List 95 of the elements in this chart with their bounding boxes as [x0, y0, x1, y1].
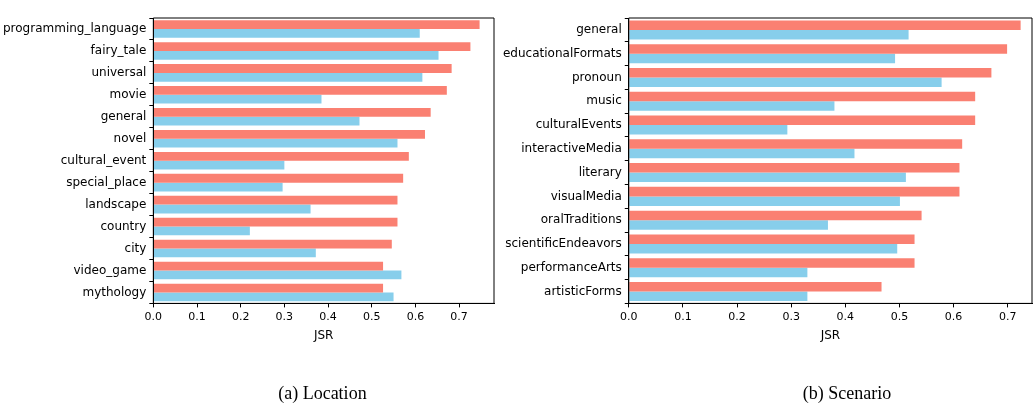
bar: [629, 125, 788, 135]
bar: [629, 29, 909, 40]
y-tick-label: universal: [91, 65, 147, 80]
bar: [153, 72, 423, 82]
bar: [153, 94, 322, 104]
y-tick-label: scientificEndeavors: [505, 236, 622, 251]
y-tick-label: city: [124, 240, 147, 255]
y-tick-label: cultural_event: [60, 152, 147, 167]
bar: [153, 50, 439, 60]
bar: [629, 282, 882, 292]
bar: [153, 138, 398, 148]
x-tick-label: 0.0: [620, 309, 638, 323]
y-tick-label: landscape: [85, 196, 147, 211]
bar: [153, 270, 402, 280]
y-tick-label: visualMedia: [550, 188, 622, 203]
text: (a) Location: [277, 383, 368, 404]
y-tick-label: music: [586, 93, 622, 108]
bar: [153, 28, 420, 38]
y-tick-label: oralTraditions: [540, 212, 622, 227]
bar: [153, 204, 311, 214]
bar: [153, 239, 392, 249]
bar: [629, 115, 976, 126]
bar: [629, 210, 922, 221]
y-tick-label: pronoun: [571, 69, 622, 84]
y-tick-label: novel: [113, 130, 147, 145]
x-tick-label: 0.1: [188, 309, 206, 323]
x-tick-label: 0.2: [231, 309, 250, 323]
x-tick-label: 0.4: [836, 309, 855, 323]
bar: [153, 42, 471, 51]
bar: [629, 186, 960, 197]
bar: [153, 116, 360, 126]
y-tick-label: country: [100, 218, 147, 233]
bar: [629, 163, 960, 173]
x-tick-label: 0.0: [144, 309, 163, 323]
y-tick-label: general: [576, 22, 622, 37]
bar: [153, 226, 250, 236]
bar: [153, 151, 409, 161]
x-tick-label: 0.3: [782, 309, 800, 323]
x-tick-label: 0.5: [890, 309, 909, 323]
x-tick-label: 0.7: [450, 309, 468, 323]
bar: [153, 195, 398, 205]
bar: [629, 243, 898, 254]
bar: [153, 248, 316, 258]
bar: [629, 20, 1021, 30]
y-tick-label: general: [100, 108, 147, 123]
y-tick-label: fairy_tale: [90, 43, 147, 58]
bar: [629, 258, 915, 268]
bar: [629, 77, 942, 87]
bar: [153, 292, 394, 302]
bar: [153, 20, 480, 29]
bar: [629, 172, 906, 183]
y-tick-label: interactiveMedia: [521, 140, 622, 155]
bar: [153, 173, 404, 183]
text: (b) Scenario: [801, 383, 893, 404]
x-tick-label: 0.4: [319, 309, 337, 323]
bar: [629, 196, 900, 206]
bar: [629, 67, 992, 78]
bar: [629, 220, 828, 230]
bar: [153, 283, 384, 293]
y-tick-label: educationalFormats: [502, 45, 622, 60]
y-tick-label: movie: [109, 86, 147, 101]
bar: [629, 234, 915, 244]
y-tick-label: video_game: [73, 262, 147, 277]
x-tick-label: 0.7: [998, 309, 1017, 323]
bar: [153, 261, 384, 271]
x-tick-label: 0.3: [275, 309, 294, 323]
y-tick-label: programming_language: [2, 21, 147, 36]
bar: [153, 129, 425, 139]
y-tick-label: culturalEvents: [535, 117, 622, 132]
x-tick-label: 0.1: [674, 309, 692, 323]
bar: [153, 64, 452, 73]
bar: [153, 108, 431, 117]
y-tick-label: special_place: [66, 174, 147, 189]
x-tick-label: 0.6: [406, 309, 425, 323]
x-tick-label: 0.2: [728, 309, 746, 323]
bar: [629, 139, 963, 149]
bar: [629, 148, 855, 159]
y-tick-label: mythology: [82, 284, 147, 299]
bar: [629, 91, 976, 102]
x-axis-title: JSR: [312, 327, 334, 342]
bar: [629, 101, 835, 111]
bar: [153, 86, 447, 95]
bar: [629, 44, 1008, 54]
bar: [153, 160, 285, 170]
y-tick-label: artisticForms: [544, 283, 622, 298]
bar: [629, 267, 808, 278]
x-tick-label: 0.5: [362, 309, 381, 323]
x-tick-label: 0.6: [944, 309, 963, 323]
bar: [153, 217, 398, 227]
x-axis-title: JSR: [819, 327, 841, 342]
y-tick-label: literary: [578, 164, 622, 179]
y-tick-label: performanceArts: [520, 259, 622, 274]
bar: [629, 291, 808, 302]
bar: [153, 182, 283, 192]
bar: [629, 53, 896, 64]
